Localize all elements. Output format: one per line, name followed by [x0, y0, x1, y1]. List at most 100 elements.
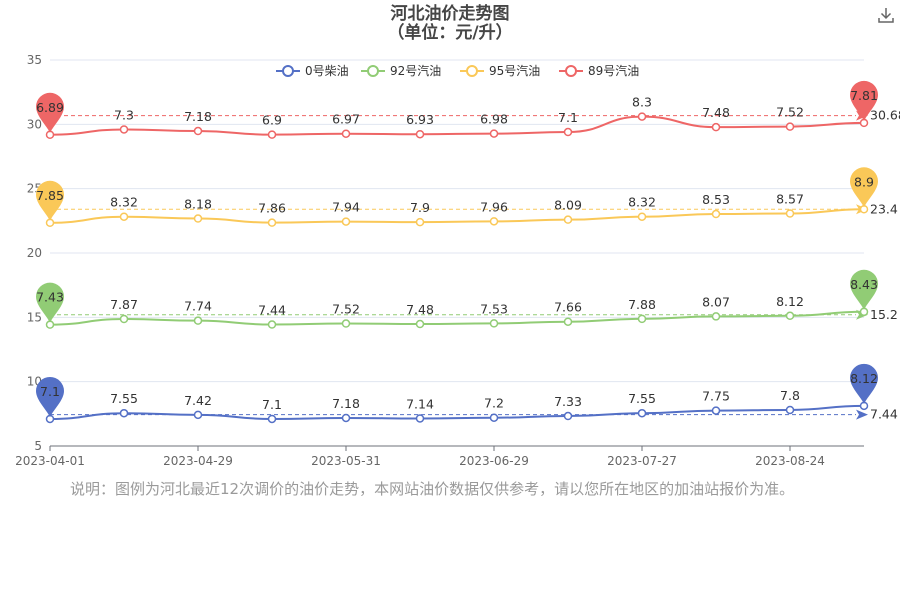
- data-point: [711, 209, 721, 219]
- marker-pin: [850, 80, 878, 121]
- marker-pin: [850, 363, 878, 404]
- data-label: 7.96: [480, 199, 508, 214]
- data-label: 7.75: [702, 389, 730, 404]
- data-point: [193, 126, 203, 136]
- data-point: [341, 319, 351, 328]
- data-point: [489, 129, 499, 138]
- download-icon[interactable]: [877, 6, 895, 24]
- data-label: 8.12: [776, 294, 804, 309]
- data-label: 7.44: [258, 303, 286, 318]
- marker-label: 7.43: [36, 290, 64, 305]
- chart-title: 河北油价走势图 （单位：元/升）: [0, 5, 900, 43]
- marker-label: 8.9: [854, 174, 874, 189]
- legend: 0号柴油 92号汽油 95号汽油 89号汽油: [276, 63, 639, 78]
- data-label: 7.66: [554, 300, 582, 315]
- data-point: [563, 317, 573, 326]
- data-point: [415, 414, 425, 423]
- data-point: [785, 122, 795, 131]
- average-label: 30.68: [870, 108, 900, 123]
- data-point: [563, 411, 573, 421]
- marker-label: 7.85: [36, 188, 64, 203]
- legend-symbol: [466, 65, 478, 77]
- data-label: 7.87: [110, 297, 138, 312]
- data-label: 8.07: [702, 294, 730, 309]
- data-point: [785, 311, 795, 321]
- data-point: [415, 217, 425, 227]
- data-point: [267, 218, 277, 227]
- legend-symbol: [565, 65, 577, 77]
- series-line: [49, 404, 865, 420]
- data-label: 7.55: [110, 391, 138, 406]
- data-point: [119, 314, 129, 324]
- series-line: [49, 115, 865, 136]
- chart-title-line1: 河北油价走势图: [390, 4, 510, 24]
- data-label: 7.33: [554, 394, 582, 409]
- data-label: 8.32: [628, 195, 656, 210]
- marker-pin: [36, 92, 64, 133]
- data-label: 7.74: [184, 299, 212, 314]
- data-label: 6.98: [480, 112, 508, 127]
- marker-label: 7.1: [40, 384, 60, 399]
- data-label: 7.53: [480, 301, 508, 316]
- legend-label: 89号汽油: [588, 63, 639, 78]
- data-point: [489, 217, 499, 226]
- data-label: 7.14: [406, 396, 434, 411]
- average-label: 15.2: [870, 307, 898, 322]
- legend-label: 92号汽油: [390, 63, 441, 78]
- data-label: 7.88: [628, 297, 656, 312]
- data-label: 8.18: [184, 197, 212, 212]
- data-label: 7.18: [332, 396, 360, 411]
- data-point: [489, 413, 499, 422]
- legend-label: 0号柴油: [305, 64, 349, 78]
- data-point: [341, 129, 351, 138]
- data-label: 7.2: [484, 396, 504, 411]
- data-point: [711, 312, 721, 321]
- data-point: [489, 319, 499, 328]
- legend-item: 92号汽油: [361, 63, 441, 78]
- data-label: 7.48: [702, 105, 730, 120]
- y-tick-label: 15: [27, 310, 42, 324]
- data-label: 8.57: [776, 191, 804, 206]
- chart-footnote: 说明：图例为河北最近12次调价的油价走势，本网站油价数据仅供参考，请以您所在地区…: [70, 480, 795, 498]
- data-point: [785, 209, 795, 218]
- series-line: [49, 208, 865, 224]
- data-point: [119, 125, 129, 134]
- data-label: 7.42: [184, 393, 212, 408]
- data-label: 7.52: [776, 105, 804, 120]
- x-tick-label: 2023-04-01: [15, 454, 85, 468]
- legend-symbol: [367, 65, 379, 77]
- legend-label: 95号汽油: [489, 63, 540, 78]
- data-label: 7.94: [332, 200, 360, 215]
- series-4: 30.68 7.3 7.18 6.9 6.97 6.93 6.98 7.1 8.3 7.48 7.5…: [36, 80, 900, 140]
- data-label: 6.93: [406, 112, 434, 127]
- data-label: 8.3: [632, 95, 652, 110]
- series-line: [49, 310, 865, 326]
- data-point: [785, 405, 795, 415]
- data-point: [193, 214, 203, 223]
- marker-pin: [850, 269, 878, 310]
- data-point: [711, 406, 721, 415]
- y-tick-label: 30: [27, 117, 42, 131]
- marker-label: 8.12: [850, 371, 878, 386]
- data-point: [193, 316, 203, 325]
- average-arrow: [856, 409, 868, 420]
- data-point: [637, 408, 647, 418]
- x-tick-label: 2023-04-29: [163, 454, 233, 468]
- data-point: [637, 314, 647, 324]
- data-label: 7.9: [410, 200, 430, 215]
- series-1: 7.44 7.55 7.42 7.1 7.18 7.14 7.2 7.33 7.55 7.75 7.…: [36, 363, 898, 424]
- data-point: [341, 217, 351, 226]
- average-label: 23.4: [870, 201, 898, 216]
- data-label: 7.55: [628, 391, 656, 406]
- data-point: [341, 413, 351, 423]
- y-tick-label: 35: [27, 53, 42, 67]
- data-point: [637, 212, 647, 221]
- data-label: 7.48: [406, 302, 434, 317]
- data-label: 8.32: [110, 195, 138, 210]
- data-point: [267, 320, 277, 329]
- x-tick-label: 2023-08-24: [755, 454, 825, 468]
- marker-label: 7.81: [850, 88, 878, 103]
- marker-pin: [36, 180, 64, 221]
- data-point: [711, 122, 721, 132]
